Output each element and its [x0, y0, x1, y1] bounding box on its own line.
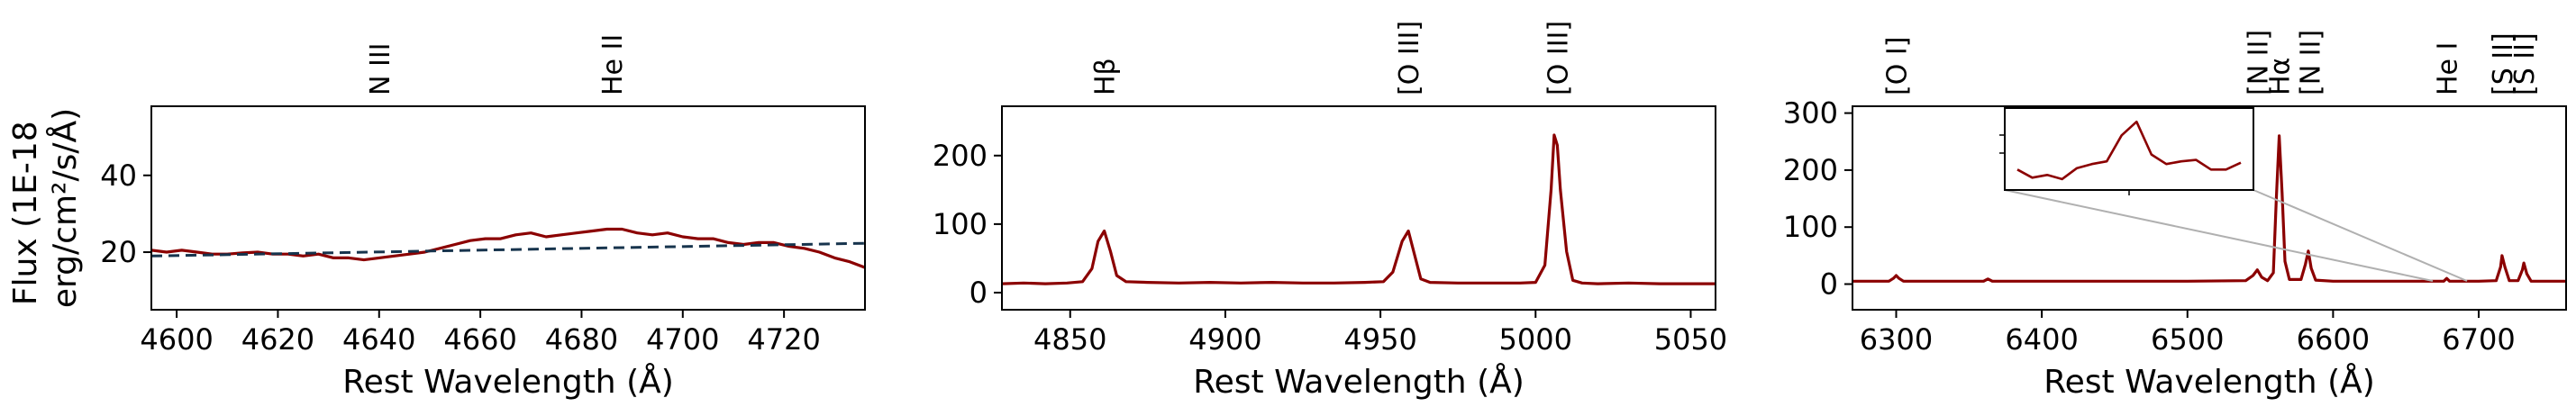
y-ticks-1: 0 100 200: [933, 139, 1002, 310]
y-tick-label: 100: [1783, 210, 1838, 244]
inset-spectrum-line: [2016, 120, 2242, 181]
line-labels-1: Hβ [O III] [O III]: [1090, 21, 1575, 95]
inset-plot: [1999, 107, 2254, 195]
plot-frame-2: [1852, 105, 2567, 311]
y-ticks-2: 0 100 200 300: [1783, 96, 1852, 302]
x-ticks-0: 4600 4620 4640 4660 4680 4700 4720: [140, 310, 821, 357]
emission-line-label: Hβ: [1090, 58, 1122, 95]
x-axis-label-0: Rest Wavelength (Å): [342, 362, 674, 401]
emission-line-label: [N II]: [2243, 30, 2274, 95]
x-tick-label: 4850: [1033, 322, 1106, 357]
x-axis-label-1: Rest Wavelength (Å): [1193, 362, 1525, 401]
y-tick-label: 300: [1783, 96, 1838, 131]
plot-frame-0: [150, 105, 866, 311]
x-tick-label: 4720: [747, 322, 820, 357]
plot-lines-2: [1852, 134, 2566, 283]
x-tick-label: 4640: [342, 322, 415, 357]
plot-frame-1: [1001, 105, 1716, 311]
spectrum-line: [151, 227, 865, 269]
x-tick-label: 4600: [140, 322, 213, 357]
y-tick-label: 0: [969, 276, 988, 310]
inset-lines: [2016, 120, 2242, 181]
y-axis-label: Flux (1E-18 erg/cm²/s/Å): [7, 108, 84, 308]
panel-hbeta-oIII: Hβ [O III] [O III] 4850 4900 4950 5000 5050 0 1…: [933, 21, 1727, 401]
emission-line-label: Hα: [2265, 58, 2297, 95]
spectrum-line: [1002, 133, 1716, 285]
y-tick-label: 20: [100, 235, 137, 269]
x-tick-label: 6700: [2442, 322, 2515, 357]
y-tick-label: 200: [1783, 153, 1838, 187]
panel-halpha-nII-sII: [O I] [N II]Hα[N II] He I [S II][S II] 6300…: [1783, 30, 2567, 401]
x-tick-label: 6300: [1860, 322, 1933, 357]
y-tick-label: 40: [100, 158, 137, 193]
inset-connector-line: [2004, 189, 2434, 282]
x-tick-label: 5000: [1499, 322, 1572, 357]
x-tick-label: 4680: [545, 322, 618, 357]
emission-line-label: [O III]: [1543, 21, 1574, 95]
x-tick-label: 4900: [1188, 322, 1261, 357]
y-tick-label: 200: [933, 139, 988, 173]
emission-line-label: He I: [2432, 42, 2463, 95]
inset-connectors: [2004, 189, 2468, 282]
emission-line-label: He II: [597, 34, 629, 95]
line-labels-2: [O I] [N II]Hα[N II] He I [S II][S II]: [1881, 30, 2541, 95]
y-tick-label: 0: [1820, 267, 1838, 302]
emission-line-label: [S II]: [2488, 32, 2519, 95]
x-tick-label: 6600: [2297, 322, 2370, 357]
emission-line-label: [N II]: [2296, 30, 2327, 95]
emission-line-label: [S II]: [2509, 32, 2541, 95]
y-tick-label: 100: [933, 207, 988, 241]
x-tick-label: 6500: [2151, 322, 2224, 357]
inset-background: [2005, 108, 2253, 190]
plot-lines-0: [151, 227, 865, 269]
continuum-fit-line: [151, 241, 865, 258]
inset-frame: [2004, 107, 2254, 191]
emission-line-label: [O III]: [1394, 21, 1425, 95]
x-axis-label-2: Rest Wavelength (Å): [2044, 362, 2375, 401]
x-tick-label: 4950: [1343, 322, 1416, 357]
panel-nIII-heII: N III He II 4600 4620 4640 4660 4680 4700 4720 …: [100, 34, 866, 401]
x-tick-label: 6400: [2005, 322, 2078, 357]
plot-lines-1: [1002, 133, 1716, 285]
x-tick-label: 5050: [1654, 322, 1727, 357]
x-tick-label: 4660: [443, 322, 516, 357]
x-tick-label: 4620: [241, 322, 314, 357]
x-ticks-2: 6300 6400 6500 6600 6700: [1860, 310, 2516, 357]
emission-line-label: N III: [365, 42, 396, 95]
spectrum-line: [1852, 134, 2566, 283]
emission-line-label: [O I]: [1881, 37, 1913, 95]
inset-connector-line: [2253, 189, 2468, 282]
line-labels-0: N III He II: [365, 34, 629, 95]
x-tick-label: 4700: [646, 322, 719, 357]
x-ticks-1: 4850 4900 4950 5000 5050: [1033, 310, 1727, 357]
